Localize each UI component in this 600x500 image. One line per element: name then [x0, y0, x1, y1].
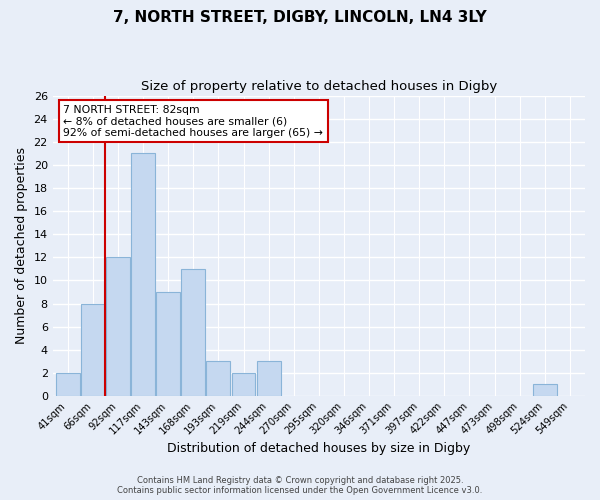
Title: Size of property relative to detached houses in Digby: Size of property relative to detached ho… [141, 80, 497, 93]
Bar [232, 373, 256, 396]
Text: Contains HM Land Registry data © Crown copyright and database right 2025.
Contai: Contains HM Land Registry data © Crown c… [118, 476, 482, 495]
Y-axis label: Number of detached properties: Number of detached properties [15, 148, 28, 344]
Bar [257, 362, 281, 396]
Bar [533, 384, 557, 396]
Bar [106, 258, 130, 396]
Bar [206, 362, 230, 396]
Text: 7 NORTH STREET: 82sqm
← 8% of detached houses are smaller (6)
92% of semi-detach: 7 NORTH STREET: 82sqm ← 8% of detached h… [64, 104, 323, 138]
Bar [81, 304, 105, 396]
X-axis label: Distribution of detached houses by size in Digby: Distribution of detached houses by size … [167, 442, 470, 455]
Bar [131, 154, 155, 396]
Text: 7, NORTH STREET, DIGBY, LINCOLN, LN4 3LY: 7, NORTH STREET, DIGBY, LINCOLN, LN4 3LY [113, 10, 487, 25]
Bar [156, 292, 180, 396]
Bar [181, 269, 205, 396]
Bar [56, 373, 80, 396]
